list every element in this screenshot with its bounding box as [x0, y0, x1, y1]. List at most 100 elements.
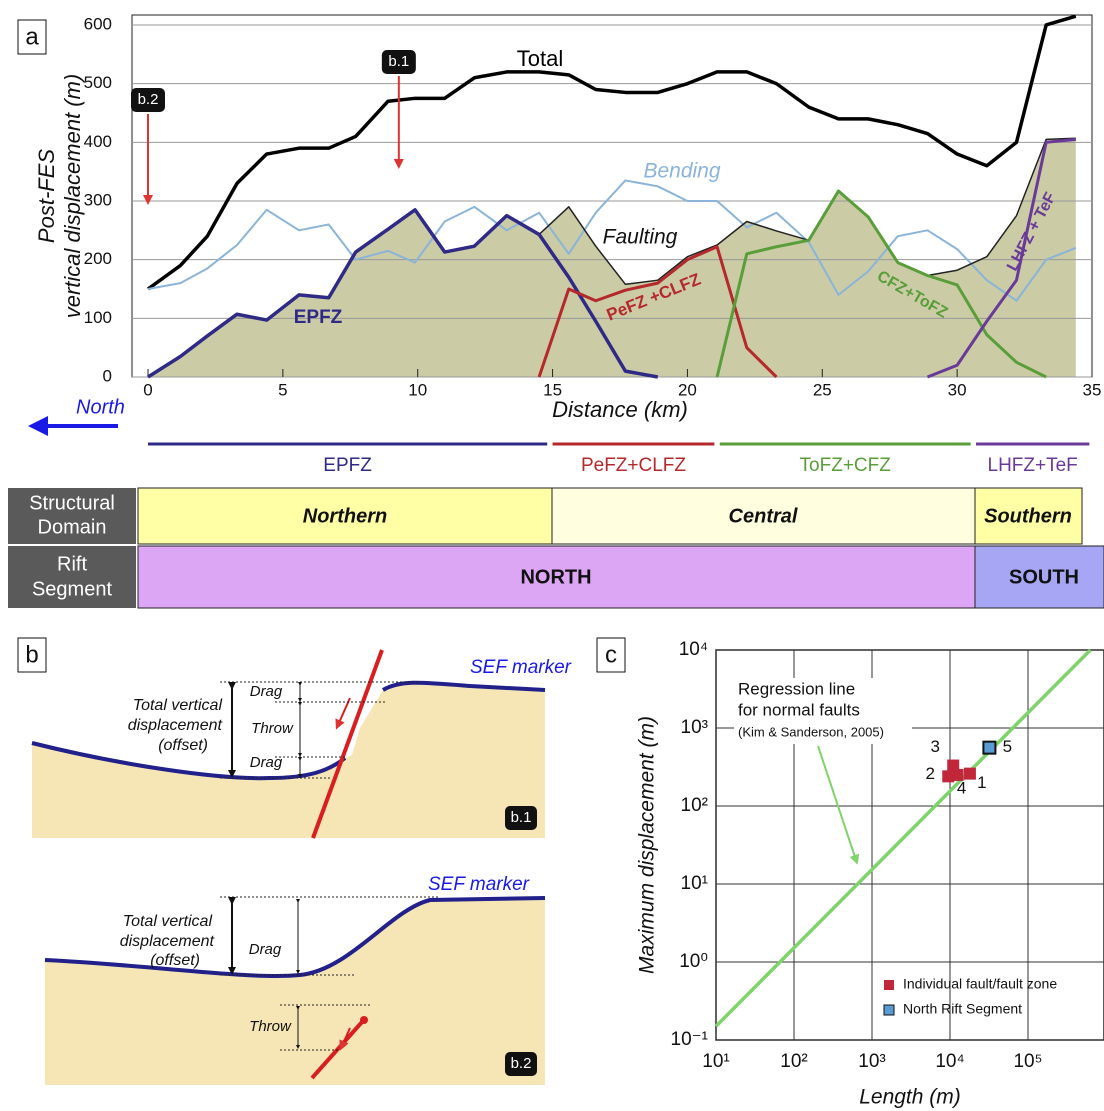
point [951, 768, 964, 781]
panel-label: a [25, 23, 39, 50]
x-tick-label: 30 [948, 380, 967, 399]
x-axis-title: Distance (km) [552, 397, 688, 422]
x-tick-label: 0 [143, 380, 152, 399]
note: Total vertical [123, 913, 213, 930]
zone-label: PeFZ+CLFZ [581, 455, 686, 476]
series-label: EPFZ [294, 307, 343, 328]
tag: b.1 [511, 809, 532, 826]
zone-label: ToFZ+CFZ [800, 455, 892, 476]
y-tick-label: 10⁰ [679, 951, 708, 972]
series-line [147, 208, 659, 379]
slip-arrow [339, 1027, 351, 1051]
diagram-b1: SEF marker Total vertical displacement (… [31, 649, 572, 839]
legend-label: Individual fault/fault zone [903, 976, 1057, 992]
row-title: Rift [57, 553, 87, 575]
point-label: 5 [1003, 737, 1012, 756]
series-line [147, 179, 1077, 302]
tag-box [505, 806, 537, 830]
area [148, 138, 1076, 377]
x-axis-title: Length (m) [859, 1086, 961, 1109]
legend-swatch [884, 980, 894, 990]
y-tick-label: 10³ [681, 717, 708, 738]
segment-name: SOUTH [1009, 566, 1079, 588]
x-tick-label: 5 [278, 380, 287, 399]
series-line [715, 189, 1047, 379]
y-tick-label: 200 [84, 249, 112, 268]
note: displacement [128, 717, 223, 734]
x-tick-label: 10⁵ [1013, 1051, 1042, 1072]
row-title: Segment [32, 578, 112, 600]
note: Throw [249, 1018, 292, 1035]
x-tick-label: 10 [408, 380, 427, 399]
series-label: Faulting [603, 226, 678, 249]
domain-table: Structural Domain Rift Segment Northern … [8, 487, 1104, 609]
north-arrowhead [28, 416, 48, 436]
point [963, 767, 976, 780]
point-label: 1 [977, 773, 986, 792]
y-axis-title: Maximum displacement (m) [636, 716, 659, 974]
y-tick-label: 600 [84, 14, 112, 33]
x-tick-label: 10⁴ [935, 1051, 964, 1072]
marker-label: SEF marker [428, 874, 530, 895]
panel-a: 0 100 200 300 400 500 600 0 5 10 15 20 25 30 35 Total Be… [34, 14, 1102, 476]
fault-tip [360, 1016, 368, 1024]
annotation: Regression line [738, 679, 855, 698]
guides [220, 896, 440, 1051]
point-label: 2 [926, 764, 935, 783]
domain-cell [137, 487, 553, 545]
block [32, 682, 545, 838]
note: (offset) [150, 952, 200, 969]
tag: b.2 [511, 1055, 532, 1072]
panel-c: 10⁻¹ 10⁰ 10¹ 10² 10³ 10⁴ 10¹ 10² 10³ 10⁴ 10⁵ Regres… [636, 639, 1104, 1109]
x-tick-label: 35 [1083, 380, 1102, 399]
domain-name: Southern [984, 505, 1072, 527]
regression-line [714, 648, 1092, 1028]
annotation: for normal faults [738, 700, 860, 719]
block [45, 898, 545, 1085]
y-tick-label: 100 [84, 308, 112, 327]
series-line [537, 245, 778, 379]
point-label: 3 [930, 737, 939, 756]
fault [311, 649, 384, 839]
marker-horizon [381, 680, 546, 692]
y-tick-label: 500 [84, 73, 112, 92]
note: Drag [250, 754, 283, 771]
note: displacement [120, 933, 215, 950]
series-line [926, 137, 1076, 379]
marker-label: SEF marker [470, 657, 572, 678]
legend-swatch [883, 1004, 895, 1016]
series-line [146, 14, 1077, 291]
y-tick-label: 10¹ [681, 873, 708, 894]
y-axis-title: Post-FES [34, 149, 59, 243]
domain-cell [551, 487, 976, 545]
x-tick-label: 15 [543, 380, 562, 399]
zone-label: LHFZ+TeF [988, 455, 1078, 476]
north-label: North [76, 396, 125, 418]
zone-label: EPFZ [323, 455, 372, 476]
note: Drag [250, 683, 283, 700]
row-title: Domain [38, 516, 107, 538]
y-tick-label: 10⁻¹ [671, 1029, 709, 1050]
guides [220, 681, 420, 779]
legend-label: North Rift Segment [903, 1001, 1022, 1017]
domain-cell [974, 487, 1083, 545]
tag-box [505, 1052, 537, 1076]
domain-name: Northern [303, 505, 387, 527]
panel-label: c [605, 641, 617, 668]
note: Throw [251, 720, 294, 737]
label-box [596, 637, 626, 673]
x-tick-label: 20 [678, 380, 697, 399]
x-tick-label: 10² [780, 1051, 807, 1072]
y-tick-label: 300 [84, 190, 112, 209]
segment-name: NORTH [520, 566, 591, 588]
annotation-bg [734, 678, 912, 744]
series-label: Bending [643, 160, 720, 183]
y-axis-title: vertical displacement (m) [60, 74, 85, 319]
point [982, 740, 997, 755]
point [942, 770, 955, 783]
label-box [17, 19, 47, 55]
marker-horizon [31, 741, 347, 781]
note: Total vertical [133, 697, 223, 714]
panel-label: b [25, 641, 38, 668]
